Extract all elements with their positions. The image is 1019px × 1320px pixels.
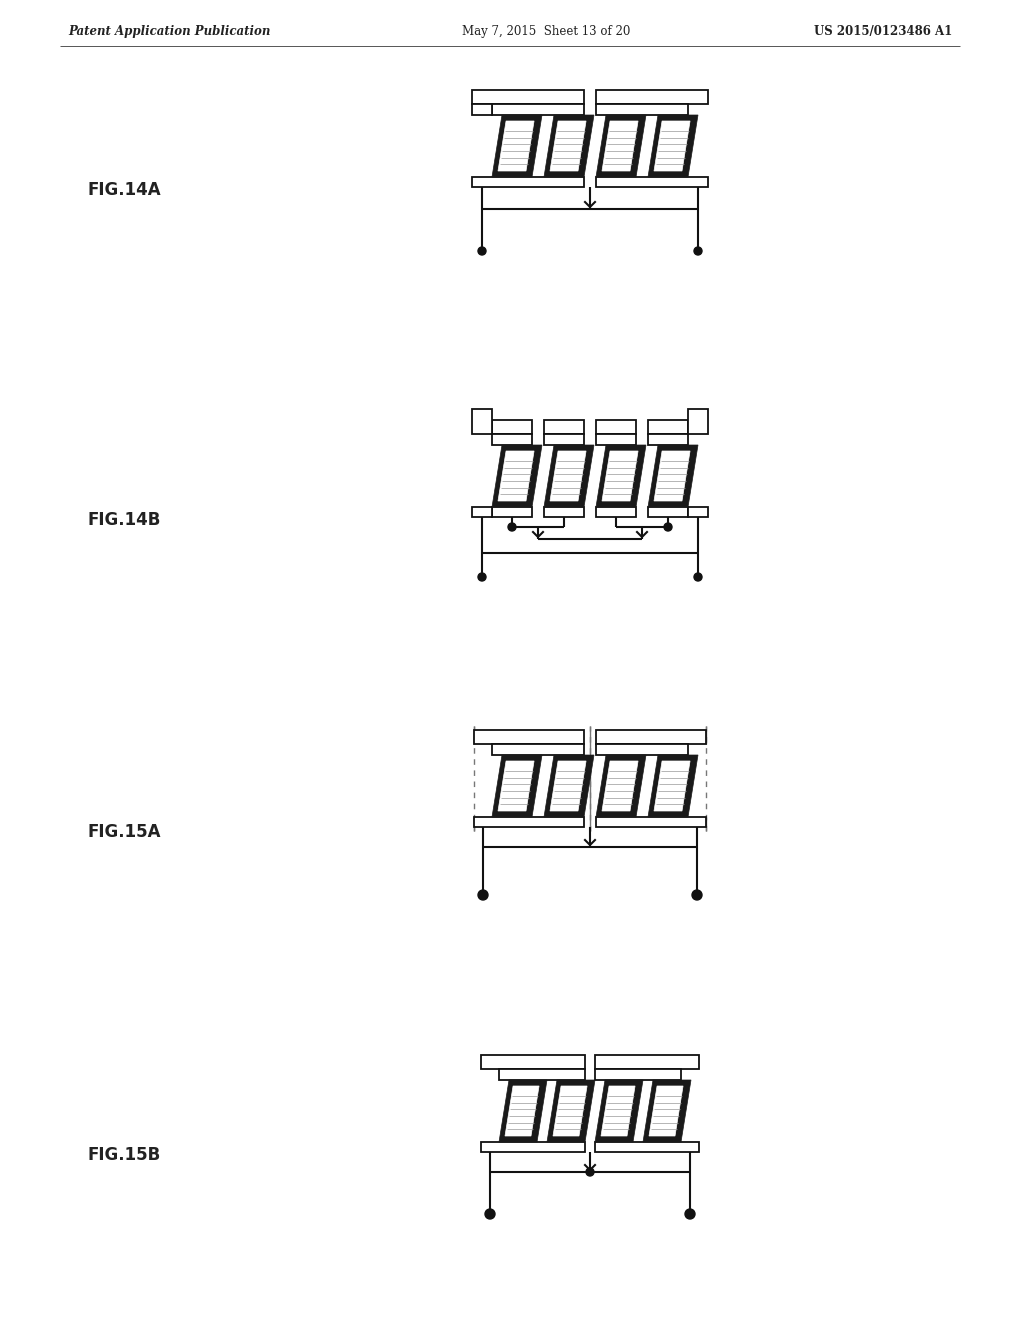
Text: FIG.15A: FIG.15A <box>88 822 161 841</box>
Bar <box>491 744 584 755</box>
Bar <box>472 104 491 115</box>
Polygon shape <box>546 1080 594 1142</box>
Polygon shape <box>642 1080 690 1142</box>
Polygon shape <box>653 451 690 502</box>
Polygon shape <box>601 121 638 172</box>
Polygon shape <box>497 121 534 172</box>
Bar <box>688 409 707 434</box>
Polygon shape <box>549 762 586 810</box>
Polygon shape <box>491 445 541 507</box>
Circle shape <box>693 247 701 255</box>
Bar <box>491 420 532 434</box>
Circle shape <box>691 890 701 900</box>
Circle shape <box>586 1168 593 1176</box>
Circle shape <box>693 573 701 581</box>
Polygon shape <box>653 121 690 172</box>
Polygon shape <box>594 1080 642 1142</box>
Bar <box>595 817 705 828</box>
Polygon shape <box>504 1086 538 1137</box>
Circle shape <box>685 1209 694 1218</box>
Polygon shape <box>647 445 697 507</box>
Bar <box>595 420 636 434</box>
Circle shape <box>484 1209 494 1218</box>
Polygon shape <box>497 762 534 810</box>
Text: FIG.14A: FIG.14A <box>88 181 161 199</box>
Polygon shape <box>595 755 645 817</box>
Bar <box>647 434 688 445</box>
Bar <box>472 177 584 187</box>
Bar <box>474 817 584 828</box>
Polygon shape <box>595 115 645 177</box>
Bar <box>594 1069 681 1080</box>
Bar <box>647 507 688 517</box>
Circle shape <box>507 523 516 531</box>
Bar <box>595 177 707 187</box>
Bar <box>472 409 491 434</box>
Bar <box>491 434 532 445</box>
Bar <box>647 420 688 434</box>
Circle shape <box>478 247 485 255</box>
Polygon shape <box>601 762 638 810</box>
Bar <box>543 434 584 445</box>
Polygon shape <box>647 115 697 177</box>
Bar <box>491 104 584 115</box>
Polygon shape <box>595 445 645 507</box>
Polygon shape <box>491 755 541 817</box>
Text: Patent Application Publication: Patent Application Publication <box>68 25 270 37</box>
Bar <box>594 1055 698 1069</box>
Text: FIG.15B: FIG.15B <box>88 1146 161 1164</box>
Bar <box>595 104 688 115</box>
Bar <box>595 90 707 104</box>
Bar <box>595 730 705 744</box>
Polygon shape <box>648 1086 683 1137</box>
Text: US 2015/0123486 A1: US 2015/0123486 A1 <box>813 25 951 37</box>
Bar <box>594 1142 698 1152</box>
Bar <box>481 1055 585 1069</box>
Bar <box>491 507 532 517</box>
Bar <box>688 507 707 517</box>
Polygon shape <box>497 451 534 502</box>
Bar <box>498 1069 585 1080</box>
Polygon shape <box>601 451 638 502</box>
Polygon shape <box>543 755 593 817</box>
Text: FIG.14B: FIG.14B <box>88 511 161 529</box>
Polygon shape <box>491 115 541 177</box>
Circle shape <box>478 573 485 581</box>
Bar <box>595 744 688 755</box>
Polygon shape <box>498 1080 546 1142</box>
Circle shape <box>478 890 487 900</box>
Polygon shape <box>647 755 697 817</box>
Bar <box>474 730 584 744</box>
Polygon shape <box>549 451 586 502</box>
Polygon shape <box>543 445 593 507</box>
Bar <box>472 507 491 517</box>
Polygon shape <box>549 121 586 172</box>
Polygon shape <box>600 1086 635 1137</box>
Polygon shape <box>653 762 690 810</box>
Circle shape <box>663 523 672 531</box>
Bar <box>472 90 584 104</box>
Polygon shape <box>543 115 593 177</box>
Bar <box>481 1142 585 1152</box>
Bar <box>595 434 636 445</box>
Bar <box>543 420 584 434</box>
Text: May 7, 2015  Sheet 13 of 20: May 7, 2015 Sheet 13 of 20 <box>462 25 630 37</box>
Polygon shape <box>552 1086 587 1137</box>
Bar <box>595 507 636 517</box>
Bar <box>543 507 584 517</box>
